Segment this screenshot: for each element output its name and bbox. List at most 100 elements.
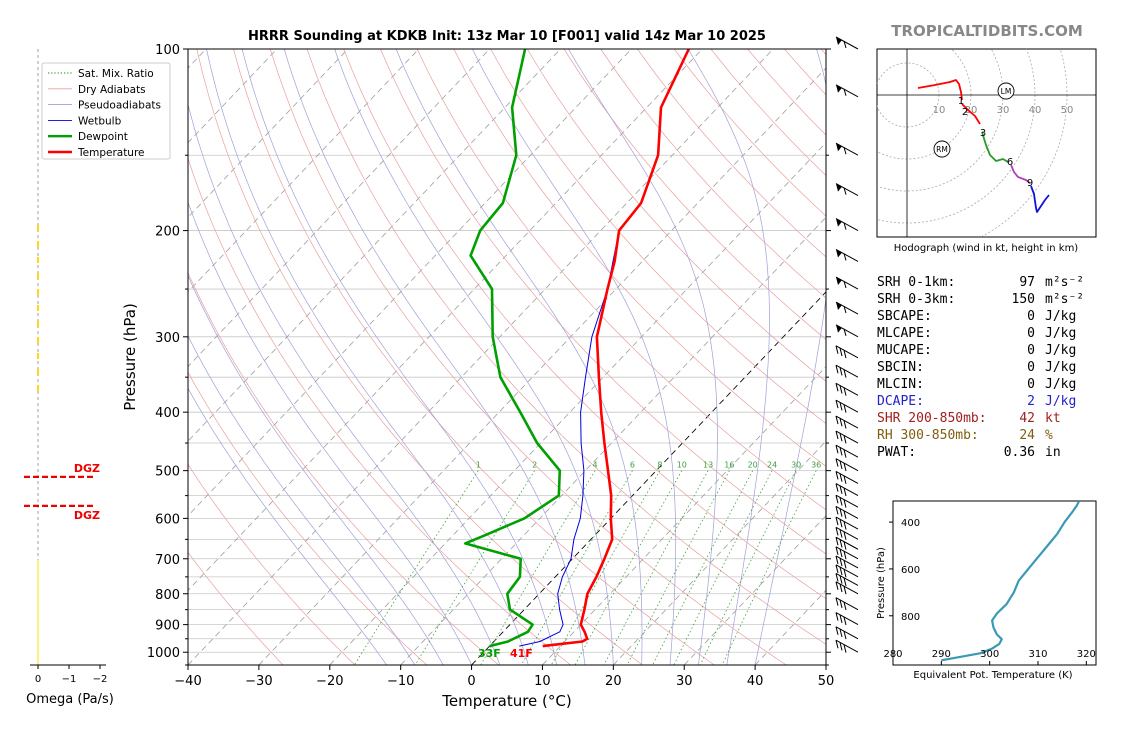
legend-box	[41, 62, 171, 160]
dry-adiabat	[188, 271, 499, 665]
thetae-y-tick-label: 400	[901, 518, 920, 529]
barb-flag	[839, 529, 843, 538]
dry-adiabat	[416, 49, 826, 511]
wind-barb	[835, 276, 859, 290]
barb-flag	[843, 280, 847, 289]
barb-flag	[835, 573, 839, 582]
wind-barb	[835, 597, 859, 611]
barb-flag	[843, 487, 847, 497]
dry-adiabat	[196, 49, 643, 665]
index-unit: %	[1045, 428, 1053, 443]
wind-barb	[835, 470, 859, 484]
thetae-xlabel: Equivalent Pot. Temperature (K)	[913, 670, 1072, 681]
pseudoadiabat	[206, 49, 529, 665]
thetae-x-tick-label: 310	[1028, 649, 1047, 660]
mixing-ratio-line	[521, 470, 633, 665]
barb-flag	[843, 387, 847, 396]
hodograph-caption: Hodograph (wind in kt, height in km)	[894, 243, 1079, 254]
index-unit: kt	[1045, 411, 1061, 426]
barb-flag	[839, 485, 843, 494]
surface-dewpoint-label: 33F	[478, 647, 501, 660]
wind-barb	[835, 458, 859, 472]
barb-flag	[843, 404, 847, 413]
index-unit: J/kg	[1045, 326, 1076, 341]
barb-staff	[835, 516, 859, 530]
barb-staff	[835, 458, 859, 472]
omega-xlabel: Omega (Pa/s)	[26, 692, 114, 707]
y-tick-label: 300	[155, 331, 180, 346]
index-label: MLCAPE:	[877, 326, 932, 341]
barb-flag	[835, 537, 839, 546]
wind-barb	[835, 36, 859, 50]
hodograph-frame	[876, 48, 1097, 238]
barb-flag	[839, 558, 843, 567]
wind-barb	[835, 573, 859, 586]
indices-table: SRH 0-1km: 97 m²s⁻² SRH 0-3km: 150 m²s⁻² SBCAP…	[877, 275, 1084, 460]
barb-flag	[843, 449, 847, 458]
pseudoadiabat	[687, 49, 770, 665]
isotherm	[188, 49, 774, 665]
mixing-ratio-label: 6	[630, 461, 635, 470]
wind-barb	[835, 430, 859, 444]
index-value: 97	[1019, 275, 1035, 290]
barb-flag	[835, 506, 839, 515]
y-tick-label: 1000	[147, 646, 180, 661]
mixing-ratio-label: 13	[703, 461, 713, 470]
barb-pennant	[836, 37, 842, 45]
index-unit: in	[1045, 445, 1061, 460]
barb-flag	[839, 418, 843, 427]
wind-barb	[835, 483, 859, 497]
wind-barb	[835, 581, 859, 595]
hodograph-ring-label: 20	[965, 105, 978, 116]
barb-staff	[835, 581, 859, 595]
wind-barb	[835, 183, 859, 197]
index-value: 0	[1027, 360, 1035, 375]
wind-barb	[835, 399, 859, 413]
hodograph-marker-circle	[933, 140, 951, 158]
wind-barb	[835, 505, 859, 519]
index-label: PWAT:	[877, 445, 916, 460]
wind-barb	[835, 301, 859, 315]
x-tick-label: 50	[818, 674, 835, 689]
wind-barb	[835, 444, 859, 458]
thetae-ylabel: Pressure (hPa)	[876, 547, 887, 619]
y-tick-label: 500	[155, 465, 180, 480]
mixing-ratio-line	[652, 470, 754, 665]
y-tick-label: 600	[155, 512, 180, 527]
barb-staff	[835, 470, 859, 484]
index-value: 0	[1027, 343, 1035, 358]
barb-flag	[843, 541, 847, 550]
barb-flag	[839, 539, 843, 548]
mixing-ratio-line	[353, 470, 479, 665]
legend-label: Pseudoadiabats	[78, 100, 161, 112]
index-label: RH 300-850mb:	[877, 428, 979, 443]
barb-flag	[843, 551, 847, 560]
barb-flag	[843, 369, 847, 378]
barb-flag	[843, 420, 847, 429]
mixing-ratio-line	[699, 470, 797, 665]
barb-flag	[843, 305, 847, 314]
barb-flag	[843, 586, 847, 595]
dry-adiabat	[269, 49, 787, 665]
wind-barb	[835, 564, 859, 578]
dgz-label-top: DGZ	[74, 509, 100, 522]
x-tick-label: −40	[174, 674, 201, 689]
barb-flag	[843, 222, 847, 230]
barb-flag	[839, 583, 843, 593]
index-label: SRH 0-3km:	[877, 292, 955, 307]
mixing-ratio-label: 36	[811, 461, 821, 470]
thetae-y-tick-label: 800	[901, 612, 920, 623]
barb-staff	[835, 505, 859, 519]
barb-staff	[835, 612, 859, 626]
temperature-line	[542, 49, 690, 648]
isotherm	[542, 365, 826, 665]
index-value: 0.36	[1004, 445, 1035, 460]
barb-pennant	[836, 143, 842, 152]
mixing-ratio-line	[673, 470, 773, 665]
isotherm	[329, 142, 826, 665]
barb-flag	[839, 642, 843, 651]
dry-adiabat	[188, 463, 356, 665]
barb-flag	[839, 614, 843, 623]
